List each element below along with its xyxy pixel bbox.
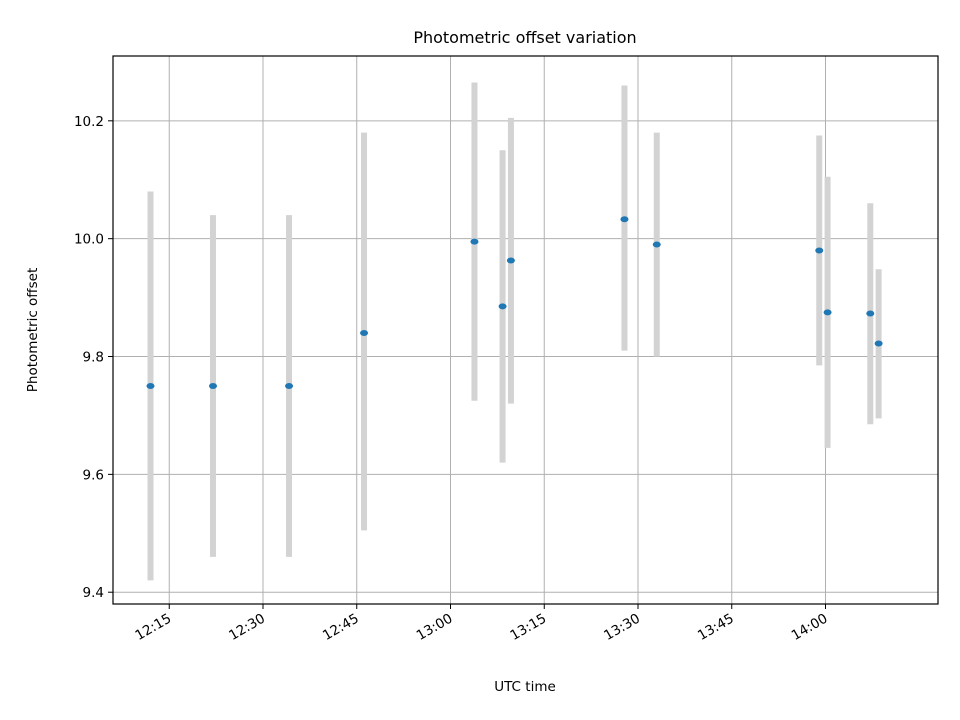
data-point [146,382,155,389]
data-point [823,309,832,316]
y-tick-label: 9.4 [83,585,104,601]
chart-title: Photometric offset variation [413,28,636,47]
data-point [506,257,515,264]
y-tick-label: 9.8 [83,350,104,366]
data-point [285,382,294,389]
y-axis-label: Photometric offset [25,268,41,392]
plot-frame [112,55,939,605]
data-point [209,382,217,389]
x-axis-label: UTC time [494,679,556,695]
data-point [652,241,661,248]
data-point [498,303,507,310]
data-point [866,310,875,317]
data-point [620,216,629,223]
y-axis-ticks: 9.4 9.6 9.8 10.0 10.2 [74,114,113,601]
y-tick-label: 10.2 [74,114,104,130]
grid [113,56,938,604]
data-point [815,247,824,254]
data-point [360,329,369,336]
data-points [146,216,883,389]
data-point [874,340,883,347]
y-tick-label: 10.0 [74,232,104,248]
y-tick-label: 9.6 [83,467,104,483]
data-point [470,238,479,245]
